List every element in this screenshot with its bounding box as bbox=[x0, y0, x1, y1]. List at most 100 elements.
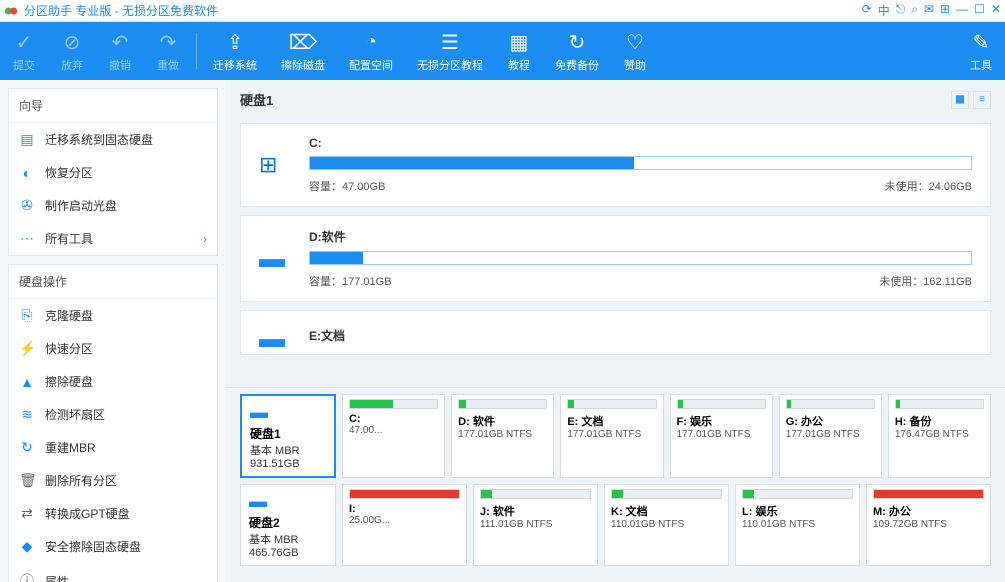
partition-cell[interactable]: G: 办公177.01GB NTFS bbox=[779, 394, 882, 478]
tools-label: 工具 bbox=[970, 57, 992, 73]
partition-size: 177.01GB NTFS bbox=[458, 429, 547, 440]
disk-row: ▬硬盘2基本 MBR465.76GBI:25.00G...J: 软件111.01… bbox=[240, 484, 991, 566]
props-label: 属性 bbox=[45, 573, 69, 582]
mini-usage-bar bbox=[742, 489, 853, 499]
toolbar-discard[interactable]: ⊘放弃 bbox=[48, 22, 96, 80]
w4-icon[interactable]: ⊞ bbox=[940, 2, 950, 19]
view-grid-icon[interactable]: ▦ bbox=[951, 91, 969, 109]
erase-icon: ▲ bbox=[19, 374, 35, 390]
delall-label: 删除所有分区 bbox=[45, 472, 117, 489]
partition-label: J: 软件 bbox=[480, 503, 591, 519]
w3-icon[interactable]: ✉ bbox=[924, 2, 934, 19]
partition-size: 110.01GB NTFS bbox=[742, 519, 853, 530]
refresh-icon[interactable]: ⟳ bbox=[862, 2, 872, 19]
drive-icon: ⊞ bbox=[259, 152, 291, 178]
sidebar-item-migrate-ssd[interactable]: ▤迁移系统到固态硬盘 bbox=[9, 123, 217, 156]
disk-header[interactable]: ▬硬盘1基本 MBR931.51GB bbox=[240, 394, 336, 478]
toolbar-commit[interactable]: ✓提交 bbox=[0, 22, 48, 80]
migrate-label: 迁移系统 bbox=[213, 57, 257, 73]
partition-size: 25.00G... bbox=[349, 515, 460, 526]
togpt-icon: ⇄ bbox=[19, 505, 35, 522]
undo-icon: ↶ bbox=[112, 29, 129, 55]
app-logo-icon bbox=[4, 4, 18, 18]
badsector-icon: ≋ bbox=[19, 406, 35, 423]
sidebar-item-props[interactable]: ⓘ属性 bbox=[9, 563, 217, 582]
close-icon[interactable]: ✕ bbox=[991, 2, 1001, 19]
mini-usage-bar bbox=[458, 399, 547, 409]
partition-size: 176.47GB NTFS bbox=[895, 429, 984, 440]
minimize-icon[interactable]: — bbox=[956, 2, 968, 19]
wipe-label: 擦除磁盘 bbox=[281, 57, 325, 73]
migrate-ssd-label: 迁移系统到固态硬盘 bbox=[45, 131, 153, 148]
partition-cell[interactable]: D: 软件177.01GB NTFS bbox=[451, 394, 554, 478]
toolbar-lossless[interactable]: ☰无损分区教程 bbox=[405, 22, 495, 80]
allocate-label: 配置空间 bbox=[349, 57, 393, 73]
partition-card[interactable]: ▬ E:文档 容量：177.01GB未使用：164.00GB bbox=[240, 310, 991, 355]
partition-label: G: 办公 bbox=[786, 413, 875, 429]
partition-label: D: 软件 bbox=[458, 413, 547, 429]
disk-icon: ▬ bbox=[249, 491, 327, 512]
partition-name: D:软件 bbox=[309, 228, 972, 245]
w1-icon[interactable]: ⎋ bbox=[896, 2, 906, 19]
lang-icon[interactable]: 中 bbox=[878, 2, 890, 19]
mini-usage-bar bbox=[349, 489, 460, 499]
redo-icon: ↷ bbox=[160, 29, 177, 55]
sidebar-item-quick[interactable]: ⚡快速分区 bbox=[9, 332, 217, 365]
lossless-icon: ☰ bbox=[441, 29, 459, 55]
toolbar-migrate[interactable]: ⇪迁移系统 bbox=[201, 22, 269, 80]
partition-size: 177.01GB NTFS bbox=[786, 429, 875, 440]
partition-cell[interactable]: C:47.00... bbox=[342, 394, 445, 478]
partition-label: E: 文档 bbox=[567, 413, 656, 429]
toolbar-tutorial[interactable]: ▦教程 bbox=[495, 22, 543, 80]
tools-icon: ✎ bbox=[973, 29, 990, 55]
partition-cell[interactable]: J: 软件111.01GB NTFS bbox=[473, 484, 598, 566]
undo-label: 撤销 bbox=[109, 57, 131, 73]
drive-icon: ▬ bbox=[259, 243, 291, 274]
sidebar-item-recover[interactable]: ◐恢复分区 bbox=[9, 156, 217, 189]
toolbar-wipe[interactable]: ⌦擦除磁盘 bbox=[269, 22, 337, 80]
sidebar-item-erase[interactable]: ▲擦除硬盘 bbox=[9, 365, 217, 398]
partition-cell[interactable]: E: 文档177.01GB NTFS bbox=[560, 394, 663, 478]
sidebar-item-bootcd[interactable]: ✇制作启动光盘 bbox=[9, 189, 217, 222]
partition-card[interactable]: ⊞ C: 容量：47.00GB未使用：24.06GB bbox=[240, 123, 991, 207]
partition-label: H: 备份 bbox=[895, 413, 984, 429]
view-list-icon[interactable]: ≡ bbox=[973, 91, 991, 109]
sidebar-item-togpt[interactable]: ⇄转换成GPT硬盘 bbox=[9, 497, 217, 530]
wizard-section: 向导 ▤迁移系统到固态硬盘◐恢复分区✇制作启动光盘⋯所有工具› bbox=[8, 88, 218, 256]
sidebar-item-rebuild[interactable]: ↻重建MBR bbox=[9, 431, 217, 464]
maximize-icon[interactable]: ☐ bbox=[974, 2, 985, 19]
partition-cell[interactable]: M: 办公109.72GB NTFS bbox=[866, 484, 991, 566]
disk-type: 基本 MBR bbox=[249, 531, 327, 547]
toolbar-undo[interactable]: ↶ 撤销 bbox=[96, 22, 144, 80]
disk-size: 931.51GB bbox=[250, 458, 326, 470]
partition-label: K: 文档 bbox=[611, 503, 722, 519]
w2-icon[interactable]: ⌕ bbox=[911, 2, 918, 19]
sidebar-item-clone[interactable]: ⎘克隆硬盘 bbox=[9, 299, 217, 332]
window-controls: ⟳ 中 ⎋ ⌕ ✉ ⊞ — ☐ ✕ bbox=[862, 2, 1001, 19]
secure-ssd-icon: ◆ bbox=[19, 538, 35, 555]
partition-cell[interactable]: H: 备份176.47GB NTFS bbox=[888, 394, 991, 478]
partition-size: 47.00... bbox=[349, 425, 438, 436]
partition-name: C: bbox=[309, 136, 972, 150]
partition-card[interactable]: ▬ D:软件 容量：177.01GB未使用：162.11GB bbox=[240, 215, 991, 302]
partition-size: 111.01GB NTFS bbox=[480, 519, 591, 530]
sidebar-item-secure-ssd[interactable]: ◆安全擦除固态硬盘 bbox=[9, 530, 217, 563]
partition-label: M: 办公 bbox=[873, 503, 984, 519]
toolbar-redo[interactable]: ↷重做 bbox=[144, 22, 192, 80]
toolbar-backup[interactable]: ↻免费备份 bbox=[543, 22, 611, 80]
toolbar-tools[interactable]: ✎ 工具 bbox=[957, 22, 1005, 80]
disk-header[interactable]: ▬硬盘2基本 MBR465.76GB bbox=[240, 484, 336, 566]
partition-cell[interactable]: I:25.00G... bbox=[342, 484, 467, 566]
sidebar-item-all-tools[interactable]: ⋯所有工具› bbox=[9, 222, 217, 255]
sidebar-item-badsector[interactable]: ≋检测坏扇区 bbox=[9, 398, 217, 431]
sidebar-item-delall[interactable]: 🗑删除所有分区 bbox=[9, 464, 217, 497]
partition-cell[interactable]: K: 文档110.01GB NTFS bbox=[604, 484, 729, 566]
partition-label: F: 娱乐 bbox=[677, 413, 766, 429]
partition-cell[interactable]: F: 娱乐177.01GB NTFS bbox=[670, 394, 773, 478]
all-tools-label: 所有工具 bbox=[45, 230, 93, 247]
unused-text: 未使用：162.11GB bbox=[879, 273, 972, 289]
toolbar-donate[interactable]: ♡赞助 bbox=[611, 22, 659, 80]
toolbar-allocate[interactable]: ◔配置空间 bbox=[337, 22, 405, 80]
partition-size: 177.01GB NTFS bbox=[567, 429, 656, 440]
partition-cell[interactable]: L: 娱乐110.01GB NTFS bbox=[735, 484, 860, 566]
